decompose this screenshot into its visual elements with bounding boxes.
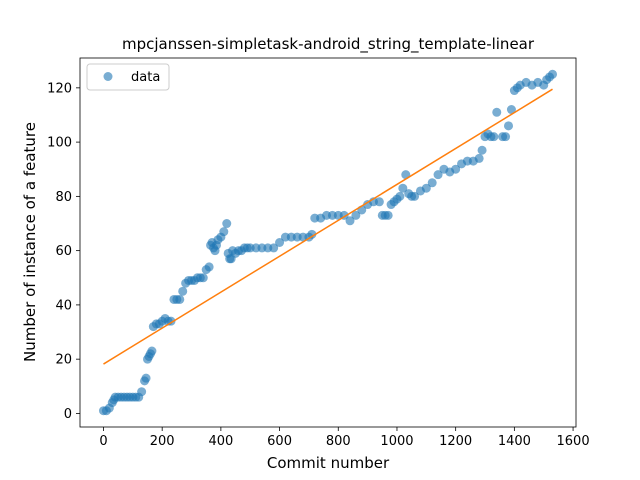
plot-area (80, 58, 576, 427)
x-tick-label: 400 (208, 434, 233, 449)
x-tick-label: 600 (267, 434, 292, 449)
fit-line-layer (103, 88, 553, 365)
data-point (222, 219, 232, 229)
data-point (175, 294, 185, 304)
axes: 0 200 400 600 800 1000 1200 1400 1600 0 20 40 60 80 10… (47, 57, 590, 449)
x-tick-label: 200 (150, 434, 175, 449)
y-axis-label: Number of instance of a feature (21, 122, 39, 362)
x-tick-label: 1000 (380, 434, 413, 449)
data-point (548, 69, 558, 79)
x-tick-label: 800 (326, 434, 351, 449)
data-point (219, 227, 229, 237)
x-tick-label: 0 (99, 434, 107, 449)
legend-box (86, 63, 170, 91)
data-point (178, 286, 188, 296)
data-point (275, 238, 285, 247)
data-point (345, 216, 355, 226)
data-point (147, 346, 157, 356)
y-tick-label: 20 (55, 353, 72, 368)
chart-title: mpcjanssen-simpletask-android_string_tem… (122, 35, 535, 54)
data-point (307, 229, 317, 239)
y-tick-label: 60 (55, 244, 72, 259)
data-point (477, 145, 487, 155)
data-point (504, 121, 513, 131)
data-point (427, 178, 437, 188)
data-point (489, 132, 499, 142)
x-tick-label: 1600 (557, 434, 590, 449)
data-point (198, 273, 208, 283)
data-point (269, 243, 279, 253)
data-point (351, 210, 361, 220)
data-point (421, 183, 431, 193)
data-point (451, 164, 461, 174)
x-tick-label: 1200 (439, 434, 472, 449)
axes-frame (79, 57, 577, 428)
y-tick-label: 100 (47, 136, 72, 151)
data-point (433, 170, 443, 180)
y-tick-label: 0 (64, 407, 72, 422)
data-point (374, 197, 384, 207)
data-point (383, 210, 393, 220)
data-point (492, 107, 502, 117)
data-point (474, 153, 484, 163)
fit-line (103, 88, 553, 365)
data-point (204, 262, 214, 272)
data-point (141, 373, 151, 383)
legend-marker-data (103, 72, 113, 81)
x-tick-label: 1400 (498, 434, 531, 449)
data-point (395, 191, 405, 201)
y-tick-label: 40 (55, 298, 72, 313)
legend-label-data: data (131, 70, 160, 85)
data-point (410, 191, 420, 201)
data-point (137, 387, 147, 397)
x-axis-label: Commit number (267, 454, 390, 472)
data-point (398, 183, 408, 193)
data-point (506, 105, 516, 115)
y-tick-label: 80 (55, 190, 72, 205)
legend: data (86, 63, 170, 91)
plot-background (80, 58, 576, 427)
y-tick-label: 120 (47, 81, 72, 96)
data-point (501, 132, 511, 142)
